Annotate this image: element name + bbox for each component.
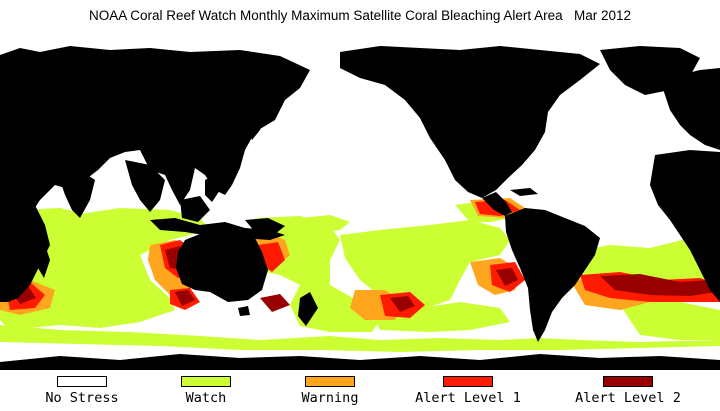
alert-level-1-label: Alert Level 1 — [415, 390, 521, 406]
land-indochina — [125, 160, 165, 212]
land-north-america — [340, 46, 600, 198]
warning-swatch — [305, 376, 355, 387]
legend-item-watch: Watch — [136, 376, 276, 410]
alert2-east-pacific — [496, 268, 518, 286]
land-new-zealand — [298, 292, 318, 326]
warning-label: Warning — [301, 390, 359, 406]
alert2-south-pacific — [390, 296, 415, 312]
land-africa-east — [0, 140, 50, 302]
watch-south-atlantic-east — [620, 302, 720, 340]
stress-zones — [0, 54, 720, 352]
map-title: NOAA Coral Reef Watch Monthly Maximum Sa… — [89, 8, 631, 23]
land-india — [60, 170, 95, 218]
land-australia — [176, 230, 268, 302]
land-africa-west — [650, 150, 720, 302]
land-borneo — [180, 196, 210, 222]
land-europe — [660, 68, 720, 150]
legend-item-alert-level-1: Alert Level 1 — [398, 376, 538, 410]
watch-central-pacific — [340, 220, 510, 310]
legend-item-no-stress: No Stress — [12, 376, 152, 410]
alert-level-1-swatch — [443, 376, 493, 387]
land-japan — [246, 95, 268, 140]
land — [0, 46, 720, 370]
no-stress-label: No Stress — [45, 390, 119, 406]
land-central-america — [482, 192, 512, 216]
bleaching-alert-map — [0, 40, 720, 370]
legend-item-warning: Warning — [260, 376, 400, 410]
alert2-sw-australia — [175, 290, 195, 306]
watch-south-indian — [0, 208, 210, 330]
land-madagascar — [38, 245, 50, 278]
land-cuba — [510, 188, 538, 196]
alert-level-2-label: Alert Level 2 — [575, 390, 681, 406]
watch-swatch — [181, 376, 231, 387]
legend-item-alert-level-2: Alert Level 2 — [558, 376, 698, 410]
no-stress-swatch — [57, 376, 107, 387]
watch-label: Watch — [185, 390, 227, 406]
land-tasmania — [238, 306, 250, 316]
land-philippines — [205, 175, 220, 202]
alert-level-2-swatch — [603, 376, 653, 387]
land-indonesia — [150, 218, 285, 240]
watch-north-pacific-east — [300, 215, 350, 232]
alert2-south-atlantic — [600, 274, 716, 296]
alert2-southeast-australia — [260, 294, 290, 312]
watch-south-band — [0, 325, 720, 352]
land-south-america — [505, 208, 600, 342]
land-new-guinea — [245, 218, 285, 234]
land-antarctica — [0, 354, 720, 370]
